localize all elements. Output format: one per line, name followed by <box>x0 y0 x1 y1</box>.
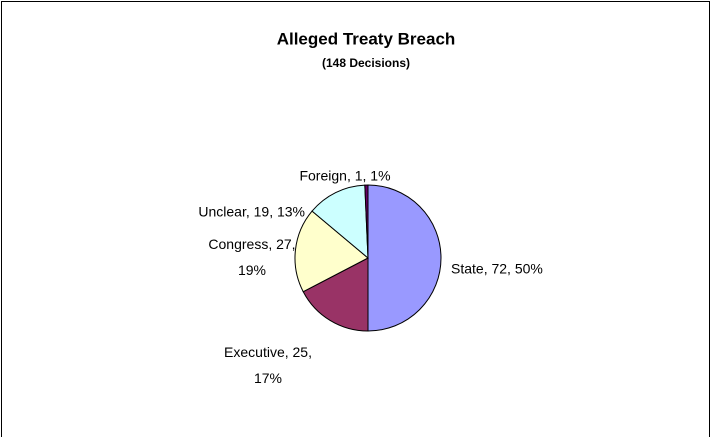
pie-slice <box>294 210 369 293</box>
data-label: Executive, 25, 17% <box>224 344 312 386</box>
chart-subtitle: (148 Decisions) <box>322 56 410 70</box>
data-label: Foreign, 1, 1% <box>299 168 390 184</box>
data-label: State, 72, 50% <box>451 261 543 277</box>
data-label: Unclear, 19, 13% <box>198 204 305 220</box>
pie-slice <box>364 184 369 259</box>
pie-slice <box>367 184 442 332</box>
data-label: Congress, 27, 19% <box>208 236 295 278</box>
chart-title: Alleged Treaty Breach <box>277 29 456 48</box>
pie-slice <box>311 184 369 260</box>
pie-slice <box>302 257 369 332</box>
